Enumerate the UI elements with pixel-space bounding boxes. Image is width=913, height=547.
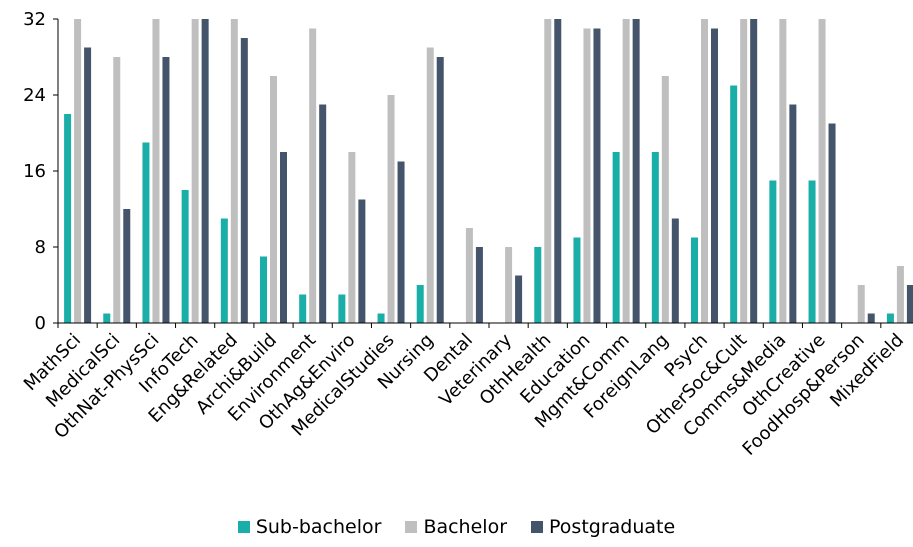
bar-bachelor-mixedfield xyxy=(896,266,904,323)
legend-item-sub-bachelor: Sub-bachelor xyxy=(237,516,382,538)
legend-swatch-bachelor xyxy=(405,521,418,533)
bar-bachelor-dental xyxy=(465,228,473,323)
bar-postgraduate-comms-media xyxy=(789,104,797,323)
bar-postgraduate-othersoc-cult xyxy=(750,19,758,323)
bar-postgraduate-mathsci xyxy=(84,47,92,323)
bar-postgraduate-medicalstudies xyxy=(397,161,405,323)
bar-postgraduate-nursing xyxy=(436,57,444,323)
bar-bachelor-psych xyxy=(701,19,708,323)
bar-sub-bachelor-mgmt-comm xyxy=(612,152,620,323)
bar-bachelor-medicalstudies xyxy=(387,95,395,323)
bar-sub-bachelor-medicalsci xyxy=(103,313,111,323)
x-tick-labels: MathSciMedicalSciOthNat-PhysSciInfoTechE… xyxy=(20,329,908,459)
bar-sub-bachelor-eng-related xyxy=(220,218,228,323)
bar-postgraduate-eng-related xyxy=(240,38,248,323)
bar-postgraduate-infotech xyxy=(201,19,209,323)
bar-postgraduate-archi-build xyxy=(280,152,287,323)
bar-sub-bachelor-education xyxy=(573,237,581,323)
bar-bachelor-veterinary xyxy=(505,247,513,323)
y-tick-label: 0 xyxy=(35,313,46,334)
bar-bachelor-archi-build xyxy=(270,76,277,323)
bars-group xyxy=(64,19,913,323)
bar-bachelor-othcreative xyxy=(818,19,826,323)
y-tick-label: 32 xyxy=(23,9,46,30)
bar-sub-bachelor-nursing xyxy=(416,285,424,323)
legend-label-sub-bachelor: Sub-bachelor xyxy=(255,516,382,538)
bar-sub-bachelor-othersoc-cult xyxy=(730,85,738,323)
bar-bachelor-othnat-physsci xyxy=(152,19,160,323)
y-tick-label: 24 xyxy=(23,85,46,106)
bar-postgraduate-foreignlang xyxy=(671,218,679,323)
bar-sub-bachelor-othhealth xyxy=(534,247,542,323)
bar-postgraduate-dental xyxy=(475,247,483,323)
bar-postgraduate-medicalsci xyxy=(123,209,131,323)
bar-sub-bachelor-mathsci xyxy=(64,114,72,323)
axes-group xyxy=(53,18,913,328)
bar-bachelor-infotech xyxy=(191,19,199,323)
bar-sub-bachelor-comms-media xyxy=(769,180,777,323)
legend-item-bachelor: Bachelor xyxy=(405,516,507,538)
bar-postgraduate-othhealth xyxy=(554,19,562,323)
bar-postgraduate-environment xyxy=(319,104,327,323)
bar-bachelor-eng-related xyxy=(230,19,238,323)
bar-sub-bachelor-infotech xyxy=(181,190,189,323)
bar-postgraduate-education xyxy=(593,28,601,323)
legend-label-postgraduate: Postgraduate xyxy=(549,516,676,538)
bar-postgraduate-foodhosp-person xyxy=(867,313,875,323)
y-tick-label: 16 xyxy=(23,161,46,182)
bar-postgraduate-psych xyxy=(711,28,718,323)
bar-bachelor-education xyxy=(583,28,591,323)
bar-sub-bachelor-othnat-physsci xyxy=(142,142,150,323)
bar-bachelor-mgmt-comm xyxy=(622,19,630,323)
bar-sub-bachelor-mixedfield xyxy=(886,313,894,323)
bar-postgraduate-othnat-physsci xyxy=(162,57,170,323)
y-tick-label: 8 xyxy=(35,237,46,258)
legend-swatch-postgraduate xyxy=(531,521,544,533)
bar-sub-bachelor-foreignlang xyxy=(651,152,659,323)
legend-item-postgraduate: Postgraduate xyxy=(531,516,675,538)
bar-bachelor-othhealth xyxy=(544,19,552,323)
bar-sub-bachelor-medicalstudies xyxy=(377,313,385,323)
bar-sub-bachelor-archi-build xyxy=(260,256,267,323)
legend-swatch-sub-bachelor xyxy=(237,521,250,533)
bar-sub-bachelor-psych xyxy=(691,237,698,323)
bar-postgraduate-othag-enviro xyxy=(358,199,366,323)
bar-bachelor-environment xyxy=(309,28,317,323)
bar-sub-bachelor-othcreative xyxy=(808,180,816,323)
bar-bachelor-nursing xyxy=(426,47,434,323)
bar-sub-bachelor-othag-enviro xyxy=(338,294,346,323)
bar-sub-bachelor-environment xyxy=(299,294,307,323)
bar-postgraduate-mixedfield xyxy=(906,285,913,323)
y-tick-labels: 0 8 16 24 32 xyxy=(23,9,46,334)
bar-bachelor-othersoc-cult xyxy=(740,19,748,323)
legend-label-bachelor: Bachelor xyxy=(423,516,508,538)
bar-postgraduate-othcreative xyxy=(828,123,836,323)
bar-postgraduate-mgmt-comm xyxy=(632,19,640,323)
bar-bachelor-medicalsci xyxy=(113,57,121,323)
legend: Sub-bachelor Bachelor Postgraduate xyxy=(0,516,913,538)
bar-bachelor-comms-media xyxy=(779,19,787,323)
bar-bachelor-foreignlang xyxy=(661,76,669,323)
bar-bachelor-othag-enviro xyxy=(348,152,356,323)
bar-postgraduate-veterinary xyxy=(515,275,523,323)
bar-bachelor-foodhosp-person xyxy=(857,285,865,323)
bar-bachelor-mathsci xyxy=(74,19,82,323)
